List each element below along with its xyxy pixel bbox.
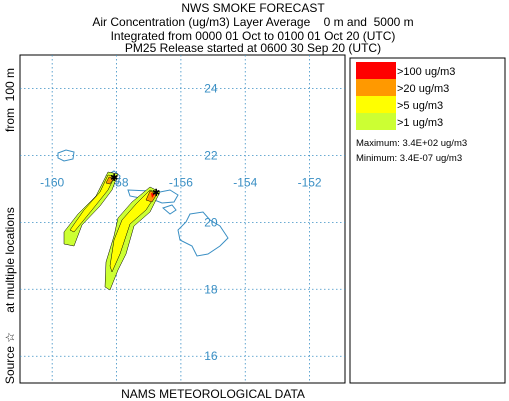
lat-label: 20 bbox=[204, 215, 218, 229]
plume bbox=[104, 186, 161, 291]
legend-swatch bbox=[356, 62, 396, 79]
legend-label: >20 ug/m3 bbox=[397, 83, 449, 95]
subtitle: Integrated from 0000 01 Oct to 0100 01 O… bbox=[111, 29, 396, 43]
lat-label: 22 bbox=[204, 148, 218, 162]
plumes: ✱ ✱ bbox=[63, 171, 161, 291]
plume bbox=[109, 189, 158, 273]
title: NWS SMOKE FORECAST bbox=[181, 1, 325, 15]
legend-swatch bbox=[356, 96, 396, 113]
map-frame bbox=[19, 54, 346, 384]
subtitle: PM25 Release started at 0600 30 Sep 20 (… bbox=[125, 41, 381, 55]
island bbox=[57, 149, 75, 162]
legend-swatch bbox=[356, 113, 396, 130]
side-label: Source ☆ bbox=[3, 332, 17, 384]
footer: NAMS METEOROLOGICAL DATA bbox=[121, 387, 305, 401]
island bbox=[177, 211, 229, 257]
source-marker: ✱ bbox=[152, 188, 160, 199]
plume bbox=[151, 193, 155, 198]
lat-label: 24 bbox=[204, 81, 218, 95]
lon-label: -160 bbox=[40, 175, 64, 189]
lon-label: -154 bbox=[233, 175, 257, 189]
lon-label: -152 bbox=[298, 175, 322, 189]
lat-label: 18 bbox=[204, 282, 218, 296]
legend-label: >1 ug/m3 bbox=[397, 117, 443, 129]
plume bbox=[145, 190, 158, 203]
subtitle: Air Concentration (ug/m3) Layer Average … bbox=[92, 15, 413, 29]
legend-label: >100 ug/m3 bbox=[397, 66, 455, 78]
side-label: from 100 m bbox=[3, 68, 17, 132]
legend-swatch bbox=[356, 79, 396, 96]
plume bbox=[105, 176, 115, 185]
maximum: Maximum: 3.4E+02 ug/m3 bbox=[356, 138, 467, 149]
legend-label: >5 ug/m3 bbox=[397, 100, 443, 112]
island bbox=[162, 204, 177, 215]
lat-label: 16 bbox=[204, 349, 218, 363]
legend-frame bbox=[349, 57, 506, 384]
plume bbox=[69, 174, 116, 233]
lon-label: -156 bbox=[169, 175, 193, 189]
side-label: at multiple locations bbox=[3, 207, 17, 312]
minimum: Minimum: 3.4E-07 ug/m3 bbox=[356, 153, 462, 164]
source-marker: ✱ bbox=[110, 173, 118, 184]
legend: >100 ug/m3 >20 ug/m3 >5 ug/m3 >1 ug/m3 bbox=[356, 62, 455, 130]
